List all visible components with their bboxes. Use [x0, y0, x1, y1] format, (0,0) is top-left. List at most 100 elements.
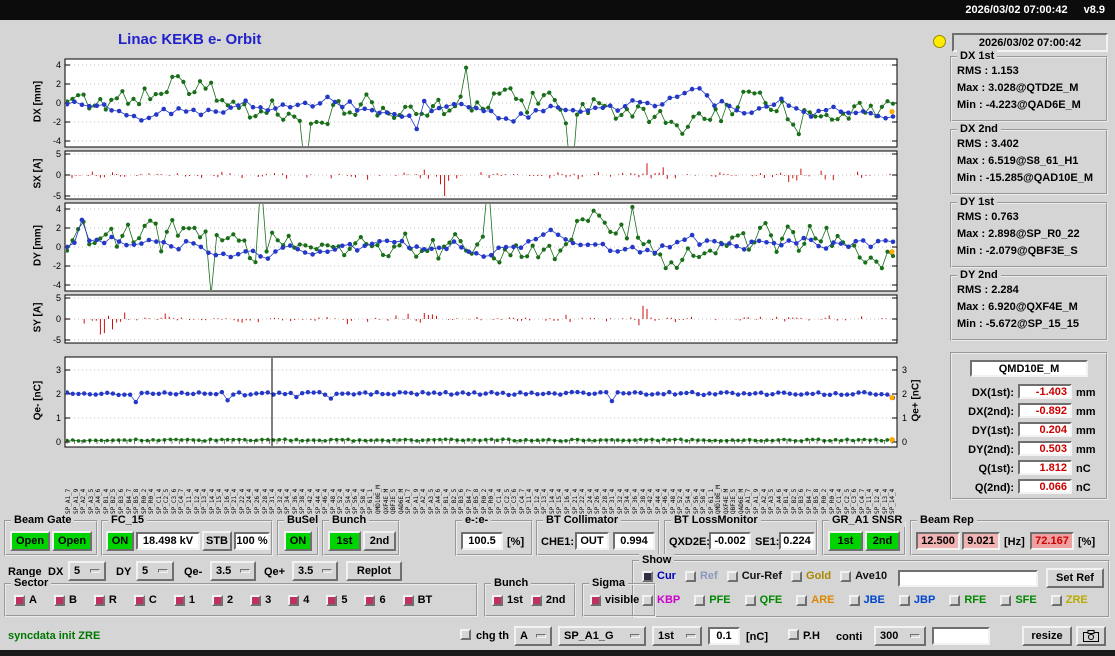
sector-a-select[interactable]: A	[514, 626, 552, 646]
checkbox[interactable]	[492, 594, 503, 606]
checkbox[interactable]	[402, 594, 414, 606]
bpm-select[interactable]: SP_A1_G	[558, 626, 646, 646]
aux-input[interactable]	[932, 627, 990, 645]
qxd2e-label: QXD2E:	[669, 536, 710, 548]
checkbox[interactable]	[1050, 594, 1062, 606]
stats-max: Max : 6.920@QXF4E_M	[957, 301, 1078, 313]
bpm-label: SP_11_4	[186, 488, 193, 514]
conti-label: conti	[836, 631, 863, 643]
bpm-label: QMD10E_M	[375, 485, 382, 514]
check-r: R	[93, 594, 117, 606]
bpm-label: SP_A3_5	[87, 488, 95, 514]
checkbox[interactable]	[898, 594, 910, 606]
sx-steering-plot: 5 0 -5	[53, 150, 898, 200]
checkbox[interactable]	[949, 594, 961, 606]
checkbox[interactable]	[14, 594, 25, 606]
bpm-label: SP_28_4	[261, 488, 269, 514]
threshold-value[interactable]: 0.1	[708, 627, 740, 645]
bpm-label: QMD10E_M	[715, 485, 723, 514]
range-qe-minus-select[interactable]: 3.5	[210, 561, 256, 581]
checkbox[interactable]	[133, 594, 145, 606]
checkbox[interactable]	[694, 594, 706, 606]
resize-button[interactable]: resize	[1022, 626, 1072, 646]
bpm-label: SP_R0_4	[148, 488, 156, 514]
monitor-row-value: -1.403	[1018, 384, 1072, 399]
beam-gate-open-2-button[interactable]: Open	[52, 531, 92, 551]
dx-orbit-plot: 4 2 0 -2 -4	[53, 58, 898, 148]
ph-checkbox[interactable]	[788, 629, 799, 640]
checkbox[interactable]	[642, 594, 653, 606]
window-titlebar: 2026/03/02 07:00:42 v8.9	[0, 0, 1115, 20]
bunch-select-menu[interactable]: 1st	[652, 626, 702, 646]
range-qe-plus-select[interactable]: 3.5	[292, 561, 338, 581]
check-qfe: QFE	[744, 594, 783, 606]
che1-value: OUT	[575, 532, 609, 550]
checkbox[interactable]	[53, 594, 65, 606]
checkbox[interactable]	[173, 594, 185, 606]
check-label: QFE	[759, 594, 783, 606]
stats-dy-2nd-group: DY 2nd RMS : 2.284 Max : 6.920@QXF4E_M M…	[950, 269, 1108, 341]
bt-collimator-group: BT Collimator CHE1: OUT 0.994	[536, 514, 660, 556]
svg-text:-2: -2	[53, 117, 61, 127]
beam-rep-hz-unit: [Hz]	[1004, 536, 1025, 548]
checkbox[interactable]	[796, 594, 808, 606]
chg-th-checkbox[interactable]	[460, 629, 471, 640]
stats-dy-2nd-title: DY 2nd	[957, 269, 1001, 282]
fc15-stb-button[interactable]: STB	[202, 531, 232, 551]
interval-select[interactable]: 300	[874, 626, 926, 646]
camera-button[interactable]	[1076, 626, 1106, 646]
monitor-row-label: DY(2nd):	[968, 444, 1014, 456]
checkbox[interactable]	[684, 570, 696, 582]
checkbox[interactable]	[1000, 594, 1012, 606]
range-dx-select[interactable]: 5	[68, 561, 106, 581]
range-dy-select[interactable]: 5	[136, 561, 174, 581]
checkbox[interactable]	[211, 594, 223, 606]
bpm-label: SP_A2_4	[80, 488, 88, 514]
check-label: A	[29, 594, 37, 606]
replot-button[interactable]: Replot	[346, 561, 402, 581]
checkbox[interactable]	[364, 594, 376, 606]
fc15-group: FC_15 ON 18.498 kV STB 100 %	[101, 514, 273, 556]
checkbox[interactable]	[840, 570, 852, 582]
checkbox[interactable]	[726, 570, 738, 582]
bpm-label: SP_42_4	[306, 488, 314, 514]
check-label: KBP	[657, 594, 681, 606]
status-message: syncdata init ZRE	[8, 630, 101, 642]
svg-text:3: 3	[56, 365, 61, 375]
beam-gate-group: Beam Gate Open Open	[4, 514, 98, 556]
bunch-2nd-button[interactable]: 2nd	[363, 531, 396, 551]
checkbox[interactable]	[590, 594, 601, 606]
check-ref: Ref	[684, 570, 718, 582]
ref-file-input[interactable]	[898, 570, 1038, 587]
busel-on-button[interactable]: ON	[284, 531, 312, 551]
gr-a1-1st-button[interactable]: 1st	[828, 531, 863, 551]
bunch-1st-button[interactable]: 1st	[328, 531, 361, 551]
svg-text:0: 0	[56, 98, 61, 108]
checkbox[interactable]	[791, 570, 803, 582]
checkbox[interactable]	[744, 594, 756, 606]
checkbox[interactable]	[848, 594, 860, 606]
checkbox[interactable]	[326, 594, 338, 606]
gr-a1-2nd-button[interactable]: 2nd	[865, 531, 900, 551]
checkbox[interactable]	[93, 594, 105, 606]
beam-gate-open-1-button[interactable]: Open	[10, 531, 50, 551]
sigma-title: Sigma	[589, 577, 629, 590]
checkbox[interactable]	[288, 594, 300, 606]
checkbox[interactable]	[642, 570, 653, 582]
show-row-1: Cur Ref Cur-Ref Gold Ave10	[642, 570, 896, 582]
fc15-on-button[interactable]: ON	[106, 531, 134, 551]
check-label: ARE	[811, 594, 835, 606]
bunch-select-value: 1st	[658, 630, 674, 642]
check-label: PFE	[709, 594, 731, 606]
show-row-2: KBP PFE QFE ARE JBE JBP RFE SFE ZRE	[642, 594, 1102, 606]
qxd2e-value: -0.002	[709, 532, 751, 550]
sector-group: Sector A B R C 1 2 3 4 5 6 BT	[4, 577, 478, 617]
fc15-title: FC_15	[108, 514, 148, 527]
bpm-label: SP_38_4	[639, 488, 647, 514]
set-ref-button[interactable]: Set Ref	[1046, 568, 1104, 588]
checkbox[interactable]	[250, 594, 262, 606]
checkbox[interactable]	[530, 594, 542, 606]
che1-label: CHE1:	[541, 536, 575, 548]
bpm-label: SP_31_4	[609, 488, 617, 514]
check-5: 5	[326, 594, 347, 606]
